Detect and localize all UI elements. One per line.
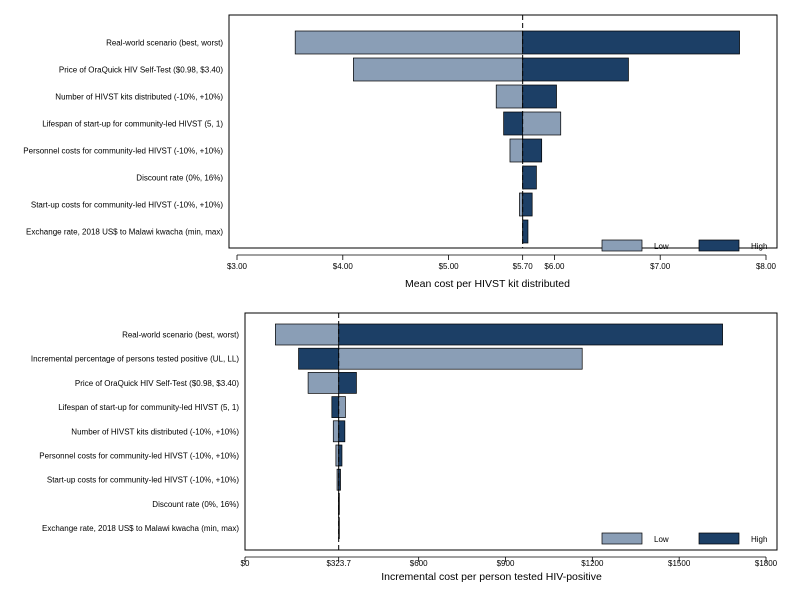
chart1-bar-low	[509, 138, 524, 163]
chart2-legend-swatch-low	[601, 532, 643, 545]
chart1-bar-low	[522, 111, 562, 136]
chart1-bar-high	[522, 192, 533, 217]
chart2-x-tick-label: $0	[241, 559, 250, 568]
chart2-x-tick-label: $323.7	[326, 559, 351, 568]
chart2-bar-high	[338, 517, 340, 539]
chart2-bar-low	[338, 396, 346, 418]
chart1-legend-swatch-low	[601, 239, 643, 252]
chart1-category-label: Number of HIVST kits distributed (-10%, …	[55, 93, 223, 102]
chart2-category-label: Exchange rate, 2018 US$ to Malawi kwacha…	[42, 524, 239, 533]
chart1-x-tick-label: $3.00	[227, 262, 248, 271]
chart1-bar-high	[522, 30, 740, 55]
chart2-bar-high	[338, 444, 343, 467]
chart2-bar-low	[275, 323, 340, 346]
chart1-category-label: Start-up costs for community-led HIVST (…	[31, 201, 223, 210]
chart2-bar-high	[331, 396, 340, 418]
chart1-legend-swatch-high	[698, 239, 740, 252]
chart1-bar-high	[522, 165, 537, 190]
chart2-bar-high	[338, 420, 346, 443]
chart1-bar-high	[522, 138, 543, 163]
chart1-bar-high	[522, 84, 557, 109]
chart1-x-tick-label: $8.00	[756, 262, 777, 271]
chart2-category-label: Incremental percentage of persons tested…	[31, 355, 239, 364]
chart2-bar-low	[338, 347, 583, 370]
chart1-bar-low	[519, 192, 524, 217]
chart2-x-tick-label: $1500	[668, 559, 691, 568]
chart2-x-tick-label: $1200	[581, 559, 604, 568]
chart2-legend-label-high: High	[751, 535, 767, 544]
chart2-bar-high	[338, 468, 341, 491]
chart2-category-label: Number of HIVST kits distributed (-10%, …	[71, 427, 239, 436]
chart2-x-tick-label: $1800	[755, 559, 778, 568]
chart2-bar-high	[298, 347, 340, 370]
chart1-legend-label-low: Low	[654, 242, 669, 251]
chart1-category-label: Personnel costs for community-led HIVST …	[23, 147, 223, 156]
chart1-x-tick-label: $4.00	[333, 262, 354, 271]
chart2-x-tick-label: $600	[410, 559, 428, 568]
chart1-category-label: Price of OraQuick HIV Self-Test ($0.98, …	[59, 66, 223, 75]
chart2-x-axis-title: Incremental cost per person tested HIV-p…	[381, 571, 602, 583]
chart2-legend-label-low: Low	[654, 535, 669, 544]
chart1-bar-high	[522, 57, 629, 82]
chart2-bar-low	[307, 372, 340, 394]
chart2-bar-high	[338, 372, 357, 394]
chart1-bar-high	[503, 111, 524, 136]
chart1-bar-low	[353, 57, 524, 82]
chart1-category-label: Lifespan of start-up for community-led H…	[42, 120, 223, 129]
chart1-x-axis-title: Mean cost per HIVST kit distributed	[405, 278, 570, 290]
chart2-category-label: Start-up costs for community-led HIVST (…	[47, 476, 239, 485]
chart1-bar-low	[294, 30, 524, 55]
chart2-x-tick-label: $900	[497, 559, 515, 568]
chart2-bar-high	[338, 323, 723, 346]
chart1-bar-low	[495, 84, 524, 109]
chart1-category-label: Exchange rate, 2018 US$ to Malawi kwacha…	[26, 228, 223, 237]
chart2-category-label: Lifespan of start-up for community-led H…	[58, 403, 239, 412]
chart2-bar-low	[335, 444, 340, 467]
chart2-legend-swatch-high	[698, 532, 740, 545]
chart1-legend-label-high: High	[751, 242, 767, 251]
chart1-x-tick-label: $6.00	[544, 262, 565, 271]
chart2-category-label: Real-world scenario (best, worst)	[122, 331, 239, 340]
chart2-plot-frame	[244, 312, 778, 551]
chart1-x-tick-label: $7.00	[650, 262, 671, 271]
chart2-category-label: Discount rate (0%, 16%)	[152, 500, 239, 509]
chart1-bar-high	[522, 219, 529, 244]
chart1-category-label: Real-world scenario (best, worst)	[106, 39, 223, 48]
chart2-bar-low	[332, 420, 340, 443]
chart2-bar-high	[338, 493, 340, 515]
chart1-x-tick-label: $5.00	[439, 262, 460, 271]
chart2-category-label: Personnel costs for community-led HIVST …	[39, 452, 239, 461]
chart2-category-label: Price of OraQuick HIV Self-Test ($0.98, …	[75, 379, 239, 388]
chart1-x-tick-label: $5.70	[513, 262, 534, 271]
chart1-plot-frame	[228, 14, 778, 249]
chart1-category-label: Discount rate (0%, 16%)	[136, 174, 223, 183]
